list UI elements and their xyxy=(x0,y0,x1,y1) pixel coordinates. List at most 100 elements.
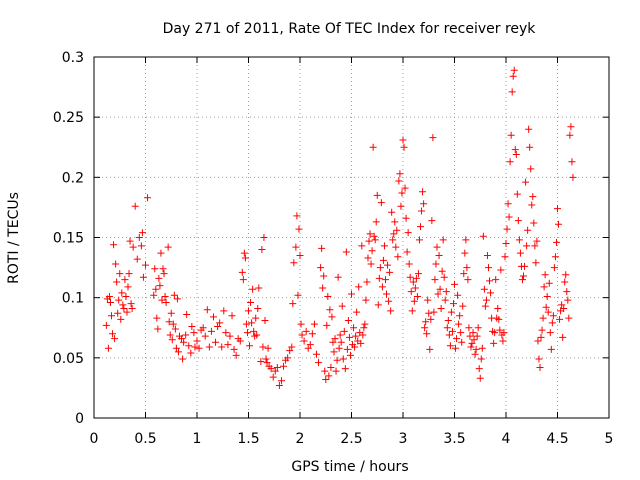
data-point xyxy=(253,331,261,339)
data-point xyxy=(476,374,484,382)
data-point xyxy=(165,318,173,326)
data-point xyxy=(306,341,314,349)
data-point xyxy=(418,207,426,215)
data-point xyxy=(448,327,456,335)
data-point xyxy=(423,330,431,338)
data-point xyxy=(491,329,499,337)
data-point xyxy=(240,249,248,257)
data-point xyxy=(212,338,220,346)
data-point xyxy=(563,288,571,296)
data-point xyxy=(444,317,452,325)
data-point xyxy=(264,344,272,352)
data-point xyxy=(246,342,254,350)
data-point xyxy=(484,264,492,272)
x-tick-label: 0.5 xyxy=(134,431,156,447)
data-point xyxy=(447,308,455,316)
data-point xyxy=(111,335,119,343)
data-point xyxy=(451,280,458,288)
data-point xyxy=(236,337,244,345)
data-point xyxy=(355,283,363,291)
data-point xyxy=(162,298,170,306)
data-point xyxy=(319,284,327,292)
data-point xyxy=(245,307,252,315)
data-point xyxy=(302,327,310,335)
data-point xyxy=(114,309,122,317)
data-point xyxy=(543,292,551,300)
data-point xyxy=(203,306,211,314)
data-point xyxy=(471,350,479,358)
data-point xyxy=(191,343,199,351)
data-point xyxy=(239,276,247,284)
data-point xyxy=(117,315,125,323)
data-point xyxy=(121,276,129,284)
data-point xyxy=(193,337,201,345)
y-tick-label: 0.15 xyxy=(53,231,84,247)
data-point xyxy=(113,278,121,286)
data-point xyxy=(506,158,514,166)
data-point xyxy=(296,252,304,260)
data-point xyxy=(333,356,341,364)
data-point xyxy=(521,262,529,270)
data-point xyxy=(338,302,346,310)
data-point xyxy=(413,292,421,300)
data-point xyxy=(249,285,257,293)
data-point xyxy=(104,344,112,352)
y-tick-label: 0.3 xyxy=(62,50,84,66)
data-point xyxy=(150,291,158,299)
data-point xyxy=(430,308,438,316)
data-point xyxy=(326,306,334,314)
tick-labels: 0 0.5 1 1.5 2 2.5 3 3.5 4 4.5 5 0 0.05 0.1 0.15 0.2 0.25… xyxy=(53,50,614,447)
data-point xyxy=(155,274,163,282)
data-point xyxy=(420,200,428,208)
data-point xyxy=(344,317,352,325)
data-point xyxy=(269,373,277,381)
data-point xyxy=(560,304,568,312)
data-point xyxy=(452,344,460,352)
data-point xyxy=(508,88,516,96)
data-point xyxy=(153,314,161,322)
data-point xyxy=(518,276,526,284)
data-point xyxy=(566,131,574,139)
data-point xyxy=(252,314,260,322)
data-point xyxy=(432,260,440,268)
data-point xyxy=(442,288,450,296)
data-point xyxy=(415,236,423,244)
data-point xyxy=(443,324,451,332)
data-point xyxy=(387,307,395,315)
data-point xyxy=(389,236,397,244)
data-point xyxy=(475,365,483,373)
data-point xyxy=(183,311,191,319)
data-point xyxy=(402,214,410,222)
data-point xyxy=(201,332,209,340)
data-point xyxy=(345,333,353,341)
data-point xyxy=(320,272,328,280)
y-axis-label: ROTI / TECUs xyxy=(6,192,22,284)
data-point xyxy=(336,331,344,339)
data-point xyxy=(535,355,543,363)
data-point xyxy=(123,308,131,316)
data-point xyxy=(505,213,513,221)
data-point xyxy=(410,297,418,305)
data-point xyxy=(293,212,301,220)
x-axis-label: GPS time / hours xyxy=(291,459,408,475)
data-point xyxy=(321,367,329,375)
data-point xyxy=(116,270,124,278)
data-point xyxy=(544,308,552,316)
data-point xyxy=(242,320,250,328)
data-point xyxy=(241,254,249,262)
data-point xyxy=(324,292,332,300)
data-point xyxy=(133,255,141,263)
data-point xyxy=(297,320,305,328)
data-point xyxy=(322,375,330,383)
data-point xyxy=(550,264,558,272)
data-point xyxy=(453,335,461,343)
data-point xyxy=(118,289,126,297)
data-point xyxy=(522,178,530,186)
data-point xyxy=(304,344,312,352)
data-point xyxy=(199,324,207,332)
data-point xyxy=(259,343,267,351)
data-point xyxy=(361,320,369,328)
data-point xyxy=(538,326,546,334)
data-point xyxy=(115,296,123,304)
data-point xyxy=(483,252,491,260)
